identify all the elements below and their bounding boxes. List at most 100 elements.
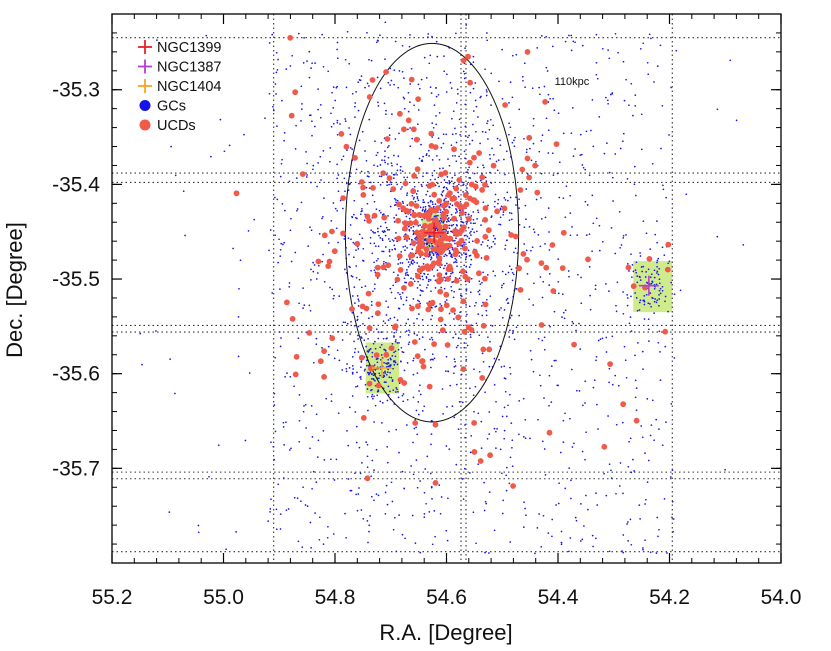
- ucd-point: [444, 342, 451, 348]
- gc-point: [351, 373, 354, 375]
- ucd-point: [447, 235, 454, 242]
- gc-point: [654, 233, 657, 236]
- ucd-point: [427, 223, 434, 229]
- ucd-point: [502, 102, 508, 108]
- ucd-point: [459, 210, 465, 217]
- gc-point: [426, 455, 429, 458]
- gc-point: [453, 416, 456, 419]
- gc-point: [525, 249, 528, 252]
- gc-point: [501, 97, 504, 100]
- gc-point: [311, 487, 313, 490]
- gc-point: [535, 198, 538, 201]
- gc-point: [377, 494, 380, 497]
- ucd-point: [538, 322, 545, 328]
- ucd-point: [425, 306, 432, 313]
- gc-point: [347, 478, 350, 480]
- gc-point: [387, 306, 390, 308]
- gc-point: [622, 312, 625, 315]
- gc-point: [553, 310, 556, 313]
- gc-point: [634, 292, 636, 294]
- gc-point: [412, 229, 414, 232]
- gc-point: [451, 133, 454, 136]
- gc-point: [381, 402, 384, 404]
- gc-point: [488, 153, 491, 156]
- gc-point: [346, 430, 348, 432]
- ucd-point: [508, 232, 515, 238]
- gc-point: [387, 319, 390, 321]
- gc-point: [443, 70, 446, 73]
- gc-point: [409, 34, 411, 36]
- gc-point: [550, 401, 553, 403]
- gc-point: [453, 290, 456, 293]
- gc-point: [349, 333, 351, 335]
- gc-point: [478, 334, 481, 337]
- gc-point: [478, 293, 481, 296]
- gc-point: [243, 133, 245, 136]
- gc-point: [601, 337, 604, 340]
- gc-point: [499, 208, 502, 211]
- gc-point: [615, 492, 617, 495]
- ucd-point: [451, 146, 457, 153]
- ucd-point: [517, 187, 524, 193]
- gc-point: [486, 122, 488, 125]
- x-tick-label: 54.6: [426, 586, 467, 609]
- gc-point: [309, 114, 312, 116]
- gc-point: [423, 516, 426, 519]
- gc-point: [464, 436, 466, 439]
- gc-point: [627, 465, 630, 468]
- gc-point: [396, 319, 399, 321]
- gc-point: [431, 353, 434, 356]
- gc-point: [420, 183, 423, 186]
- gc-point: [445, 221, 448, 223]
- gc-point: [276, 125, 278, 127]
- gc-point: [334, 99, 337, 102]
- gc-point: [536, 47, 539, 49]
- gc-point: [548, 284, 551, 286]
- ucd-point: [407, 281, 414, 287]
- gc-point: [486, 39, 489, 42]
- ucd-point: [325, 263, 332, 269]
- gc-point: [664, 345, 667, 348]
- legend-entry-ngc1404: NGC1404: [138, 79, 221, 95]
- gc-point: [353, 286, 356, 288]
- gc-point: [570, 49, 573, 52]
- gc-point: [465, 223, 468, 225]
- gc-point: [504, 244, 507, 247]
- gc-point: [526, 173, 529, 175]
- ucd-point: [560, 229, 567, 236]
- gc-point: [502, 282, 505, 285]
- gc-point: [327, 70, 330, 73]
- gc-point: [665, 196, 667, 199]
- gc-point: [370, 378, 373, 380]
- gc-point: [627, 540, 629, 542]
- ucd-point: [409, 252, 416, 259]
- gc-point: [358, 278, 361, 281]
- gc-point: [317, 162, 319, 164]
- gc-point: [422, 278, 424, 281]
- gc-point: [480, 224, 482, 226]
- gc-point: [489, 340, 491, 343]
- gc-point: [484, 68, 486, 71]
- gc-point: [322, 253, 324, 256]
- ucd-point: [411, 339, 418, 345]
- gc-point: [169, 358, 171, 360]
- gc-point: [445, 254, 448, 257]
- gc-point: [425, 154, 428, 157]
- gc-point: [431, 338, 434, 341]
- ucd-point: [455, 314, 462, 321]
- gc-point: [622, 534, 625, 536]
- gc-point: [389, 365, 391, 368]
- gc-point: [647, 73, 650, 76]
- gc-point: [549, 97, 551, 100]
- gc-point: [490, 104, 492, 106]
- gc-point: [393, 83, 395, 86]
- gc-point: [458, 277, 461, 280]
- gc-point: [286, 372, 288, 374]
- gc-point: [493, 384, 496, 386]
- gc-point: [393, 197, 396, 200]
- gc-point: [370, 229, 373, 232]
- gc-point: [376, 151, 379, 154]
- gc-point: [658, 304, 660, 307]
- gc-point: [642, 42, 645, 45]
- gc-point: [411, 514, 414, 517]
